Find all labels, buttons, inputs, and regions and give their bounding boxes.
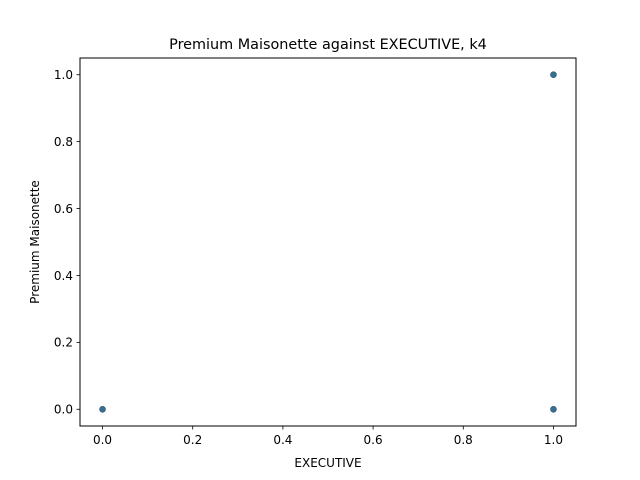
x-axis-label: EXECUTIVE — [294, 456, 361, 470]
data-point — [550, 405, 557, 413]
chart-title: Premium Maisonette against EXECUTIVE, k4 — [169, 37, 487, 53]
x-tick-label: 1.0 — [544, 433, 563, 447]
x-tick-label: 0.8 — [454, 433, 473, 447]
y-axis: 0.0 0.2 0.4 0.6 0.8 1.0 — [54, 68, 80, 417]
plot-frame — [79, 57, 577, 427]
x-tick-label: 0.2 — [183, 433, 202, 447]
data-point — [99, 405, 106, 413]
data-point — [550, 71, 557, 79]
x-tick-label: 0.0 — [93, 433, 112, 447]
y-tick-label: 0.0 — [54, 403, 73, 417]
points-layer — [99, 71, 557, 413]
y-tick-label: 1.0 — [54, 68, 73, 82]
y-tick-label: 0.8 — [54, 135, 73, 149]
y-tick-label: 0.6 — [54, 202, 73, 216]
y-tick-label: 0.4 — [54, 269, 73, 283]
y-tick-label: 0.2 — [54, 336, 73, 350]
y-axis-label: Premium Maisonette — [28, 180, 42, 304]
x-tick-label: 0.6 — [364, 433, 383, 447]
x-tick-label: 0.4 — [273, 433, 292, 447]
x-axis: 0.0 0.2 0.4 0.6 0.8 1.0 — [93, 426, 563, 447]
